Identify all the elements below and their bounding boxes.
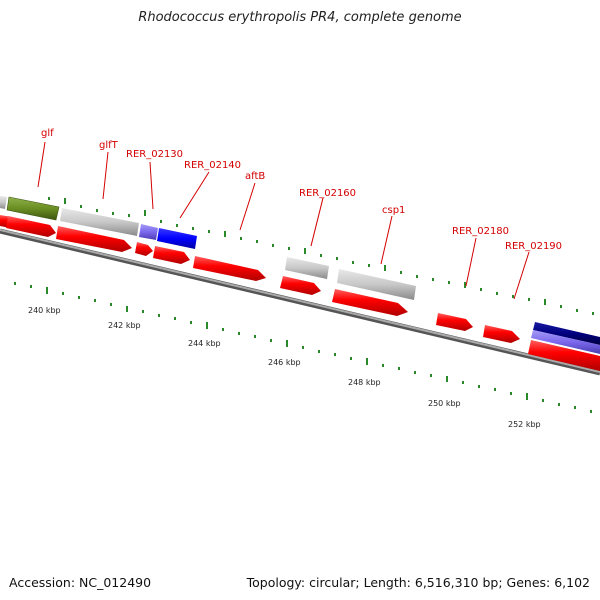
cds-arrow[interactable] (135, 242, 153, 256)
topology-summary: Topology: circular; Length: 6,516,310 bp… (246, 575, 590, 590)
glft-feature[interactable] (60, 208, 139, 236)
rer-02140-feature[interactable] (157, 228, 197, 249)
gene-label: csp1 (382, 205, 405, 216)
kbp-label: 252 kbp (508, 420, 541, 429)
gene-label: aftB (245, 171, 265, 182)
cds-arrow[interactable] (436, 313, 473, 331)
genome-backbone (0, 228, 600, 376)
map-title: Rhodococcus erythropolis PR4, complete g… (138, 10, 462, 25)
gene-label: glf (41, 128, 54, 139)
gene-label: glfT (99, 140, 119, 151)
accession-text: Accession: NC_012490 (9, 575, 152, 590)
glf-feature[interactable] (6, 196, 60, 221)
kbp-label: 246 kbp (268, 358, 301, 367)
cds-arrow[interactable] (528, 340, 600, 371)
grey-feature[interactable] (0, 196, 7, 209)
kbp-label: 240 kbp (28, 306, 61, 315)
cds-arrow[interactable] (193, 256, 266, 281)
csp1-feature[interactable] (337, 269, 416, 300)
cds-arrow[interactable] (6, 216, 56, 237)
gene-label: RER_02180 (452, 226, 509, 237)
inner-tick-row (14, 282, 592, 413)
cds-arrow[interactable] (483, 325, 520, 343)
kbp-labels: 240 kbp 242 kbp 244 kbp 246 kbp 248 kbp … (28, 306, 541, 429)
cds-arrow[interactable] (56, 226, 132, 252)
navy-feature[interactable] (533, 322, 600, 345)
cds-arrow[interactable] (280, 276, 321, 295)
gene-label: RER_02160 (299, 188, 356, 199)
gene-label: RER_02140 (184, 160, 241, 171)
outer-tick-row (48, 197, 594, 315)
kbp-label: 244 kbp (188, 339, 221, 348)
cds-arrow[interactable] (332, 289, 408, 316)
gene-label: RER_02190 (505, 241, 562, 252)
cds-row (0, 215, 600, 371)
kbp-label: 250 kbp (428, 399, 461, 408)
rer-02160-feature[interactable] (285, 257, 329, 279)
leader-lines (37, 141, 530, 300)
gene-label: RER_02130 (126, 149, 183, 160)
feature-row (0, 196, 600, 354)
kbp-label: 248 kbp (348, 378, 381, 387)
rer-02130-feature[interactable] (139, 224, 158, 240)
cds-arrow[interactable] (153, 246, 190, 264)
gene-labels: glf glfT RER_02130 RER_02140 aftB RER_02… (41, 128, 562, 252)
kbp-label: 242 kbp (108, 321, 141, 330)
lavender-feature[interactable] (531, 330, 600, 354)
